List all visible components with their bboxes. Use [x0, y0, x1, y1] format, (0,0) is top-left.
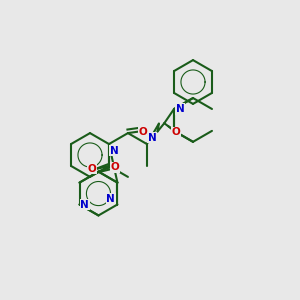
Text: O: O	[138, 127, 147, 136]
Text: N: N	[80, 200, 89, 209]
Text: O: O	[88, 164, 96, 174]
Text: N: N	[148, 133, 157, 142]
Text: N: N	[110, 146, 118, 155]
Text: O: O	[110, 162, 119, 172]
Text: N: N	[176, 104, 184, 114]
Text: O: O	[172, 127, 181, 137]
Text: N: N	[106, 194, 115, 204]
